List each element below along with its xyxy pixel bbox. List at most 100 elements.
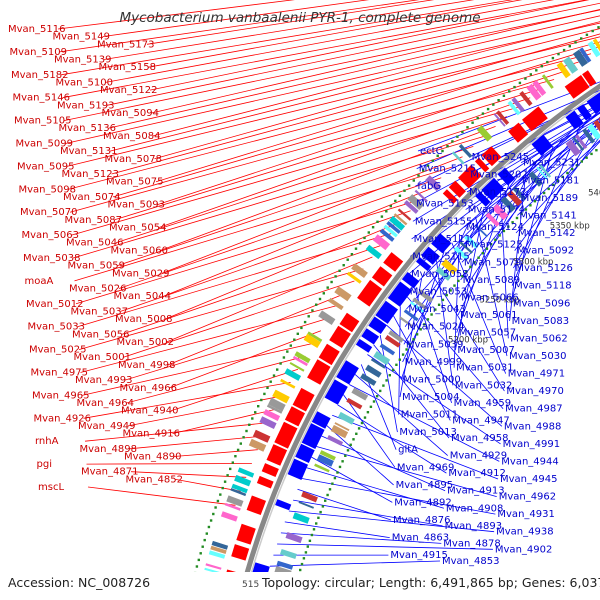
gc-content-dot <box>317 516 320 519</box>
left-gene-label: Mvan_5136 <box>59 123 116 134</box>
left-gene-label: Mvan_5037 <box>71 306 128 317</box>
gc-content-dot <box>489 243 493 246</box>
gc-skew-dot <box>234 455 237 458</box>
reverse-gene-feature <box>368 316 387 334</box>
forward-cog-band <box>389 215 406 231</box>
right-label-connector <box>475 216 508 357</box>
gc-skew-dot <box>431 159 434 162</box>
right-gene-label: Mvan_5083 <box>512 316 569 327</box>
right-gene-label: Mvan_4895 <box>396 480 453 491</box>
right-label-connector <box>451 242 507 374</box>
reverse-gene-feature <box>301 423 325 449</box>
right-label-connector <box>406 296 504 409</box>
forward-gene-feature <box>522 106 548 132</box>
gc-content-dot <box>469 265 472 269</box>
forward-cog-band <box>289 362 305 372</box>
left-gene-label: Mvan_4852 <box>126 474 183 485</box>
left-gene-label: Mvan_5084 <box>103 131 160 142</box>
gc-skew-dot <box>260 398 263 402</box>
gc-content-dot <box>529 204 532 207</box>
gc-content-dot <box>299 568 302 572</box>
forward-gene-feature <box>371 266 393 287</box>
gc-content-dot <box>515 216 519 220</box>
left-gene-label: Mvan_5008 <box>115 314 172 325</box>
right-label-connector <box>515 140 600 234</box>
right-gene-label: Mvan_4999 <box>405 357 462 368</box>
forward-gene-feature <box>582 70 597 87</box>
right-label-connector <box>428 269 505 392</box>
gc-content-dot <box>585 156 588 159</box>
right-gene-label: Mvan_4915 <box>390 550 447 561</box>
left-gene-label: Mvan_5033 <box>28 322 85 333</box>
gc-skew-dot <box>551 56 555 60</box>
left-gene-label: mscL <box>38 482 64 493</box>
gc-content-dot <box>405 348 408 351</box>
reverse-gene-feature <box>531 134 553 156</box>
forward-gene-feature <box>481 146 502 167</box>
right-gene-label: Mvan_5118 <box>514 281 571 292</box>
kbp-tick-label: 5300 kbp <box>513 257 553 267</box>
forward-cog-band <box>351 263 368 278</box>
reverse-cog-band <box>365 364 382 378</box>
forward-cog-band <box>541 74 554 89</box>
left-label-connector <box>169 330 322 389</box>
gc-skew-dot <box>209 519 213 522</box>
forward-gene-feature <box>474 157 490 173</box>
gc-content-dot <box>312 528 316 531</box>
forward-cog-band <box>280 378 296 389</box>
right-label-connector <box>343 394 396 468</box>
left-gene-label: Mvan_5063 <box>22 230 79 241</box>
gc-skew-dot <box>363 236 366 240</box>
left-label-connector <box>69 79 555 213</box>
reverse-cog-band <box>292 512 310 524</box>
gc-skew-dot <box>239 442 242 445</box>
reverse-cog-band <box>475 224 488 238</box>
left-gene-label: Mvan_5002 <box>117 337 174 348</box>
gc-skew-dot <box>205 532 208 535</box>
right-label-connector <box>436 260 454 386</box>
gc-content-dot <box>538 195 541 199</box>
gc-content-dot <box>580 160 583 163</box>
reverse-cog-band <box>500 196 516 212</box>
forward-cog-band <box>493 113 506 127</box>
left-gene-label: Mvan_5070 <box>20 207 77 218</box>
left-label-connector <box>148 0 523 68</box>
right-gene-label: Mvan_4902 <box>495 544 552 555</box>
right-gene-label: Mvan_4991 <box>503 439 560 450</box>
gc-content-dot <box>360 421 364 425</box>
left-label-connector <box>80 305 338 373</box>
left-gene-label: Mvan_5149 <box>53 32 110 43</box>
right-gene-label: Mvan_5115 <box>412 251 469 262</box>
right-gene-label: ectC <box>420 146 443 157</box>
reverse-cog-band <box>351 387 369 401</box>
gc-skew-dot <box>216 499 220 503</box>
left-label-connector <box>109 28 600 152</box>
reverse-gene-feature <box>431 233 452 254</box>
right-label-connector <box>311 456 393 503</box>
gc-content-dot <box>302 557 306 560</box>
gc-skew-dot <box>263 392 266 396</box>
left-gene-label: Mvan_5025 <box>29 345 86 356</box>
gc-skew-dot <box>367 231 370 234</box>
right-gene-label: Mvan_5141 <box>519 210 576 221</box>
left-label-connector <box>114 88 543 221</box>
gc-skew-dot <box>231 461 234 464</box>
gc-content-dot <box>477 256 480 259</box>
left-gene-label: Mvan_4898 <box>80 444 137 455</box>
right-label-connector <box>288 510 495 533</box>
right-label-connector <box>349 384 500 462</box>
reverse-cog-band <box>492 203 509 221</box>
left-label-connector <box>126 355 306 404</box>
gc-skew-dot <box>214 506 217 509</box>
right-label-connector <box>509 168 527 321</box>
forward-cog-band <box>526 83 542 101</box>
left-gene-label: pgi <box>37 459 52 470</box>
gc-skew-dot <box>330 280 333 284</box>
forward-cog-band <box>230 488 247 497</box>
reverse-cog-band <box>528 171 543 187</box>
gc-skew-dot <box>203 538 206 542</box>
right-gene-label: Mvan_4931 <box>497 509 554 520</box>
left-label-connector <box>66 36 600 167</box>
forward-gene-feature <box>261 463 279 477</box>
left-gene-label: Mvan_5182 <box>11 70 68 81</box>
